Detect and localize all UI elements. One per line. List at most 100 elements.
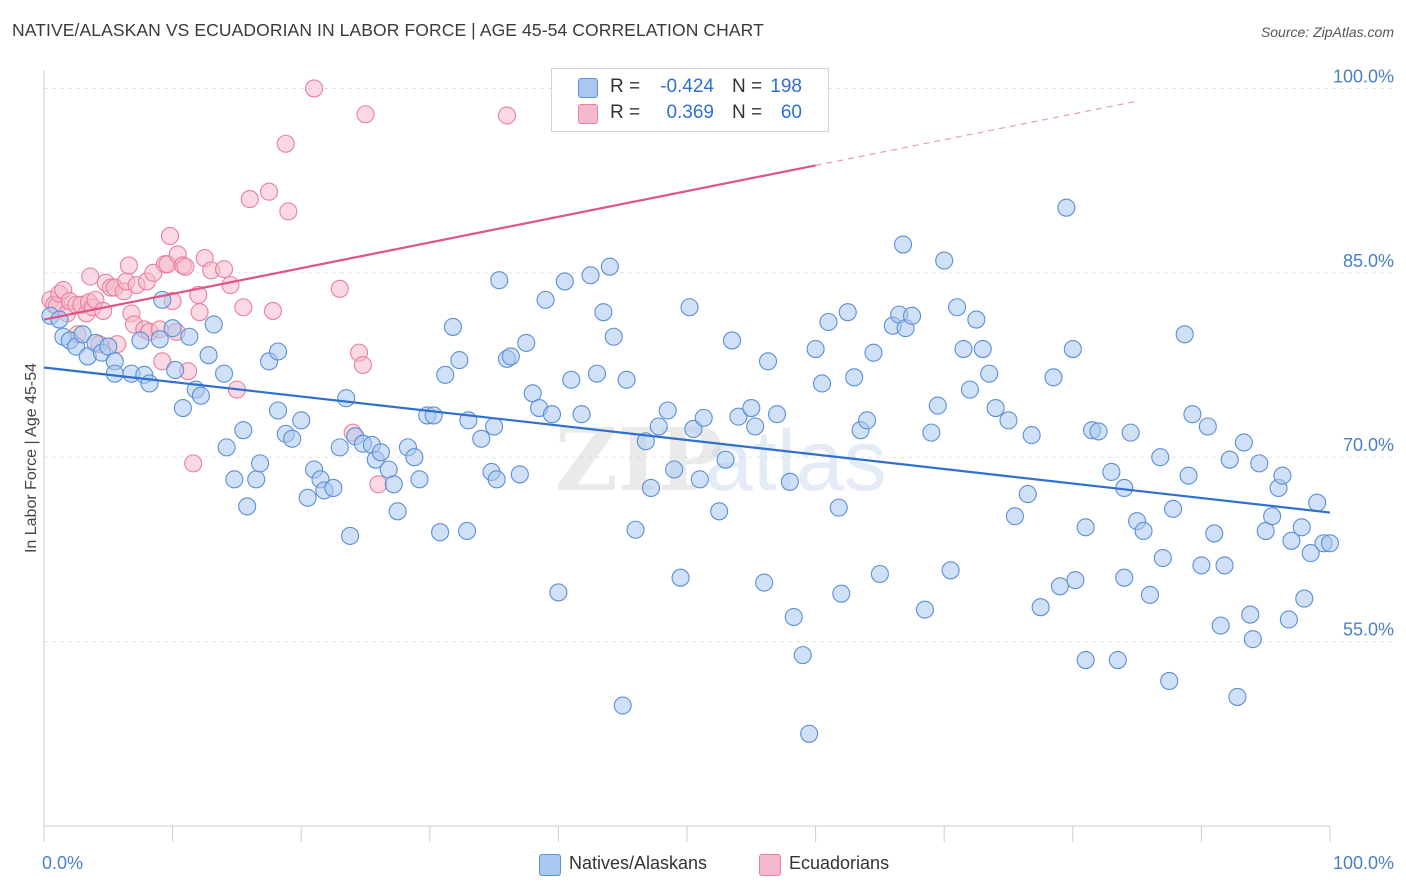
ecuadorians-trend-line <box>43 164 816 321</box>
native-point <box>915 600 934 619</box>
native-point <box>324 478 343 498</box>
native-point <box>1308 493 1327 512</box>
native-point <box>384 475 403 494</box>
ecuadorian-point <box>184 454 203 473</box>
native-point <box>1198 417 1217 436</box>
native-point <box>487 470 506 489</box>
series-legend: Natives/Alaskans Ecuadorians <box>0 852 1406 878</box>
native-point <box>180 327 199 346</box>
x-tick-label: 100.0% <box>1333 853 1394 873</box>
native-point <box>163 319 182 338</box>
ecuadorian-point <box>94 301 113 320</box>
native-point <box>954 339 973 359</box>
native-point <box>131 331 150 350</box>
native-point <box>225 470 244 489</box>
native-point <box>485 417 504 436</box>
native-point <box>1140 585 1160 604</box>
native-point <box>1228 687 1247 706</box>
ecuadorian-point <box>353 355 372 375</box>
native-point <box>450 351 469 370</box>
chart-source: Source: ZipAtlas.com <box>1260 24 1394 40</box>
native-point <box>405 448 424 467</box>
natives-points <box>41 198 1340 743</box>
native-point <box>330 438 349 457</box>
native-point <box>1134 521 1153 541</box>
native-point <box>658 401 677 420</box>
native-point <box>1164 499 1183 518</box>
native-point <box>542 405 562 424</box>
ecuadorian-point <box>81 267 100 286</box>
native-point <box>536 290 555 309</box>
native-point <box>999 411 1018 430</box>
native-point <box>864 343 883 362</box>
native-point <box>1076 650 1095 670</box>
native-point <box>166 360 185 379</box>
native-point <box>690 470 709 489</box>
native-point <box>283 429 302 448</box>
native-point <box>337 389 356 408</box>
native-point <box>555 272 574 291</box>
native-point <box>1121 423 1140 442</box>
native-point <box>729 407 748 426</box>
native-point <box>829 498 848 517</box>
native-point <box>902 306 922 325</box>
x-tick-label: 0.0% <box>42 853 83 873</box>
native-point <box>1220 450 1239 469</box>
native-point <box>1215 556 1234 575</box>
legend-n-label: N = <box>732 102 763 123</box>
legend-r-label: R = <box>610 76 641 97</box>
tick-labels: 55.0% 70.0% 85.0% 100.0% 0.0% 100.0% <box>42 66 1394 873</box>
ecuadorian-point <box>214 260 234 279</box>
legend-swatch-natives <box>578 78 598 98</box>
native-point <box>1234 433 1253 452</box>
ecuadorian-point <box>119 256 138 275</box>
legend-r-label: R = <box>610 102 641 123</box>
native-point <box>1076 518 1095 537</box>
native-point <box>755 573 774 592</box>
native-point <box>217 438 236 457</box>
native-point <box>617 370 636 389</box>
native-point <box>1057 198 1076 217</box>
legend-swatch-ecuadorians <box>578 104 598 124</box>
native-point <box>1063 339 1082 359</box>
native-point <box>73 325 92 344</box>
native-point <box>1153 548 1172 568</box>
legend-n-label: N = <box>732 76 763 97</box>
ecuadorian-point <box>160 226 180 246</box>
native-point <box>604 327 623 346</box>
native-point <box>269 342 288 361</box>
native-point <box>1241 605 1260 624</box>
native-point <box>870 564 889 584</box>
native-point <box>140 374 159 393</box>
native-point <box>716 450 735 469</box>
native-point <box>600 257 619 276</box>
native-point <box>722 331 742 350</box>
ecuadorian-point <box>176 257 195 276</box>
native-point <box>371 443 390 462</box>
native-point <box>1279 610 1298 629</box>
native-point <box>948 298 967 317</box>
native-point <box>636 432 655 451</box>
native-point <box>204 315 223 334</box>
native-point <box>250 454 270 473</box>
native-point <box>1179 466 1198 485</box>
native-point <box>1089 422 1108 441</box>
ecuadorian-point <box>153 352 172 371</box>
native-point <box>1205 524 1224 543</box>
native-point <box>1282 531 1301 550</box>
legend-n-value: 198 <box>770 76 802 97</box>
y-tick-label: 100.0% <box>1333 66 1394 86</box>
legend-n-value: 60 <box>780 102 802 123</box>
natives-trend-line <box>43 366 1331 514</box>
native-point <box>742 398 761 418</box>
legend-row-ecuadorians: R = 0.369 N = 60 <box>552 101 828 127</box>
native-point <box>746 417 765 436</box>
native-point <box>980 364 999 383</box>
native-point <box>806 339 825 359</box>
native-point <box>671 568 690 587</box>
native-point <box>684 419 703 438</box>
gridlines <box>44 87 1395 643</box>
native-point <box>191 386 210 405</box>
legend-label-natives: Natives/Alaskans <box>569 853 708 873</box>
native-point <box>247 470 266 489</box>
